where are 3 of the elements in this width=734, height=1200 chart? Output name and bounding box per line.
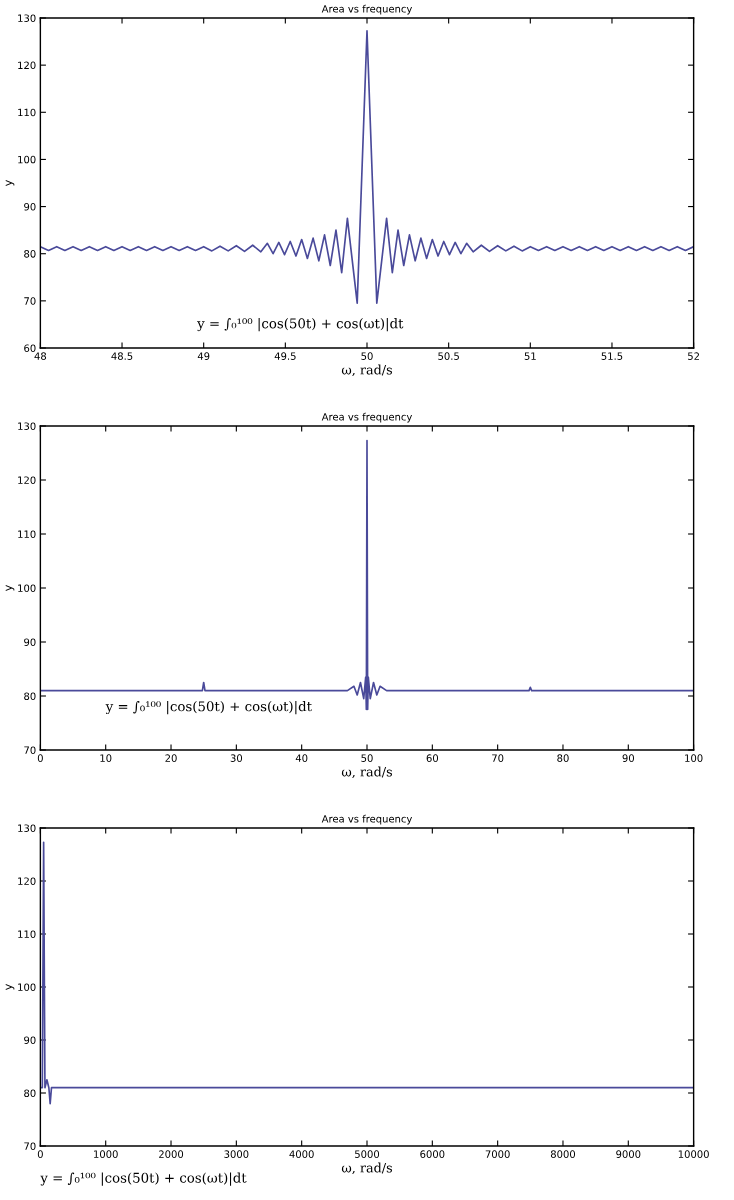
line-series <box>40 29 694 305</box>
line-series <box>40 439 694 711</box>
line-series <box>40 841 694 1105</box>
